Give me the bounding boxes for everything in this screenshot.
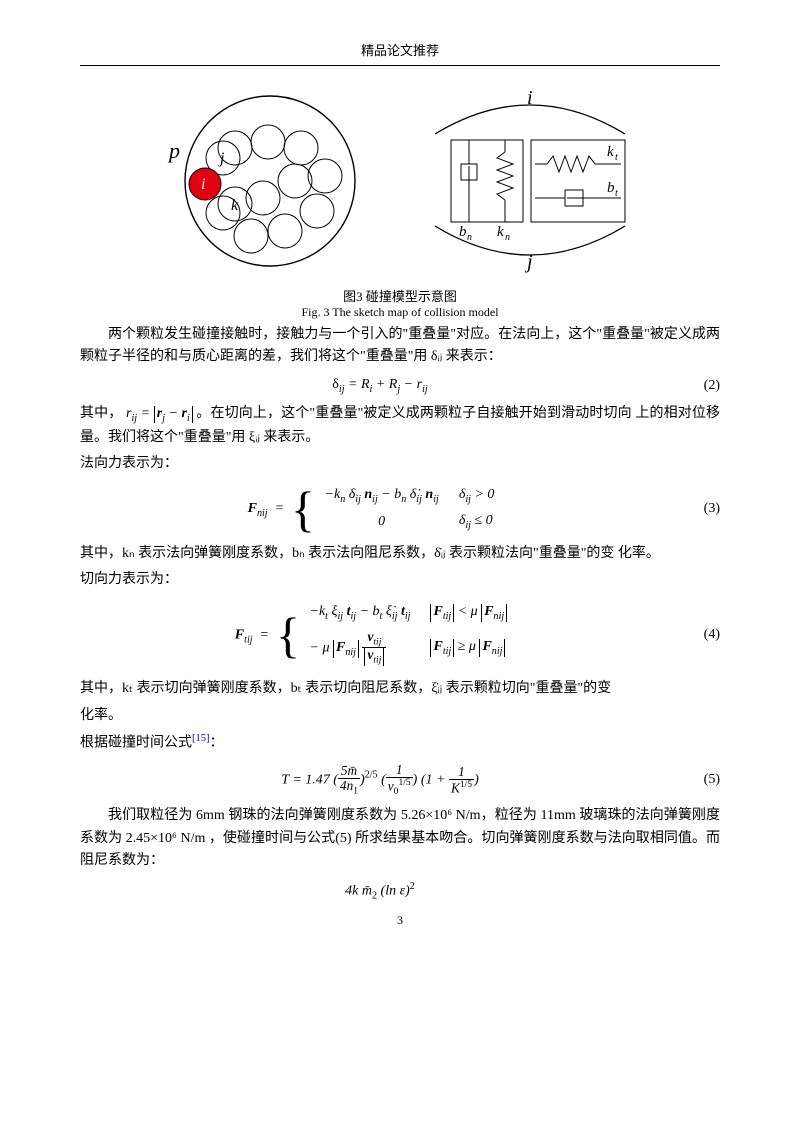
- paragraph-4: 其中，kₙ 表示法向弹簧刚度系数，bₙ 表示法向阻尼系数，δ̇ᵢⱼ 表示颗粒法向…: [80, 543, 720, 565]
- equation-6-fragment: 4k m̄2 (ln ε)2: [80, 881, 720, 901]
- figure-3-caption-en: Fig. 3 The sketch map of collision model: [80, 305, 720, 320]
- equation-3: Fnij = { −kn δij nij − bn δ̇ij nij δij >…: [80, 483, 720, 535]
- svg-text:k: k: [231, 197, 239, 214]
- svg-text:t: t: [615, 188, 618, 199]
- citation-15: [15]: [192, 733, 210, 744]
- svg-text:k: k: [497, 224, 504, 240]
- equation-5: T = 1.47 (5m̄4n1)2/5 (1v01/5) (1 + 1K1/5…: [80, 763, 720, 797]
- svg-text:n: n: [505, 232, 510, 243]
- page-header: 精品论文推荐: [80, 40, 720, 59]
- figure-3-caption-cn: 图3 碰撞模型示意图: [80, 286, 720, 305]
- equation-2-number: (2): [680, 378, 720, 394]
- page-number: 3: [80, 913, 720, 928]
- figure-3-right: i j bn kn: [415, 86, 645, 276]
- equation-4: Ftij = { −kt ξij tij − bt ξ̇ij tij Ftij …: [80, 600, 720, 671]
- svg-text:i: i: [527, 87, 533, 109]
- svg-text:p: p: [167, 138, 180, 163]
- paragraph-6: 其中，kₜ 表示切向弹簧刚度系数，bₜ 表示切向阻尼系数，ξ̇ᵢⱼ 表示颗粒切向…: [80, 678, 720, 700]
- svg-text:t: t: [615, 152, 618, 163]
- figure-3: p j i k i j bn kn: [80, 86, 720, 276]
- paragraph-5: 切向力表示为：: [80, 569, 720, 591]
- svg-text:b: b: [459, 224, 467, 240]
- equation-4-number: (4): [680, 627, 720, 643]
- svg-text:k: k: [607, 144, 614, 160]
- paragraph-2: 其中， rij = rj − ri 。在切向上，这个"重叠量"被定义成两颗粒子自…: [80, 403, 720, 449]
- svg-text:i: i: [201, 176, 205, 193]
- paragraph-6b: 化率。: [80, 705, 720, 727]
- paragraph-1: 两个颗粒发生碰撞接触时，接触力与一个引入的"重叠量"对应。在法向上，这个"重叠量…: [80, 324, 720, 369]
- equation-3-number: (3): [680, 501, 720, 517]
- text: ：: [210, 736, 224, 751]
- text: 其中，: [80, 406, 122, 421]
- equation-2: δij = Ri + Rj − rij (2): [80, 377, 720, 395]
- svg-text:n: n: [467, 232, 472, 243]
- text: 根据碰撞时间公式: [80, 736, 192, 751]
- paragraph-7: 根据碰撞时间公式[15]：: [80, 731, 720, 755]
- svg-text:b: b: [607, 180, 615, 196]
- equation-5-number: (5): [680, 772, 720, 788]
- paragraph-8: 我们取粒径为 6mm 钢珠的法向弹簧刚度系数为 5.26×10⁶ N/m，粒径为…: [80, 805, 720, 872]
- figure-3-left: p j i k: [155, 86, 365, 276]
- svg-text:j: j: [218, 150, 225, 167]
- paragraph-3: 法向力表示为：: [80, 453, 720, 475]
- header-rule: [80, 65, 720, 66]
